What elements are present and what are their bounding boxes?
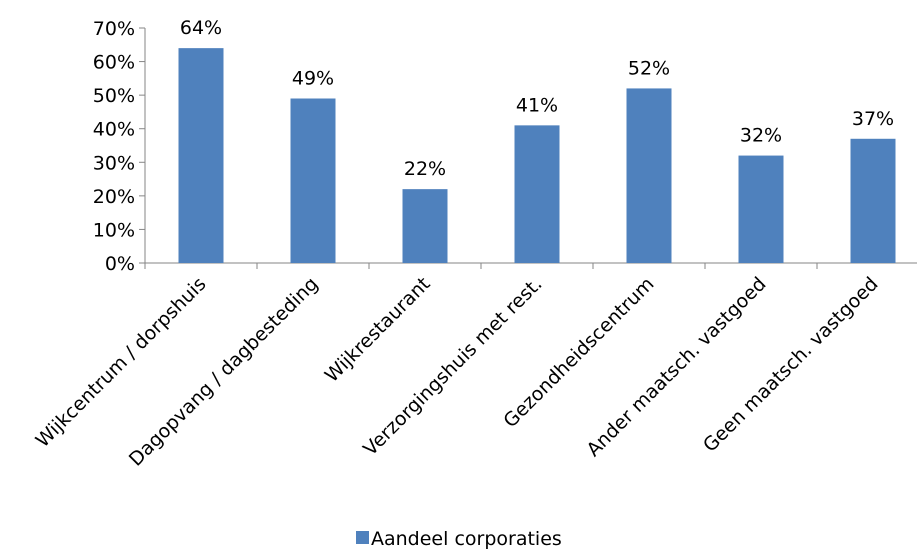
bar <box>178 48 224 264</box>
y-tick-label: 60% <box>93 52 135 74</box>
bar-value-label: 32% <box>740 125 782 147</box>
bar <box>290 98 336 263</box>
bar <box>738 155 784 263</box>
x-category-label: Verzorgingshuis met rest. <box>359 273 546 460</box>
bar-value-label: 52% <box>628 57 670 79</box>
y-tick-label: 50% <box>93 85 135 107</box>
legend-swatch <box>356 531 369 544</box>
bar <box>626 88 672 263</box>
x-axis <box>144 262 917 269</box>
x-category-label: Ander maatsch. vastgoed <box>582 273 770 461</box>
bar <box>402 189 448 263</box>
bar-value-label: 49% <box>292 68 334 90</box>
bar-value-label: 41% <box>516 94 558 116</box>
y-tick-label: 70% <box>93 18 135 40</box>
legend-label: Aandeel corporaties <box>371 528 562 550</box>
y-tick-label: 10% <box>93 219 135 241</box>
x-category-label: Dagopvang / dagbesteding <box>125 273 323 471</box>
bar <box>850 138 896 263</box>
bar-series <box>178 48 896 264</box>
x-category-label: Wijkrestaurant <box>321 273 435 387</box>
bar-value-label: 64% <box>180 17 222 39</box>
bar-value-label: 37% <box>852 108 894 130</box>
bar <box>514 125 560 263</box>
y-tick-label: 30% <box>93 152 135 174</box>
bar-value-label: 22% <box>404 158 446 180</box>
y-tick-label: 0% <box>105 253 135 275</box>
y-axis: 0% 10% 20% 30% 40% 50% 60% 70% <box>93 18 146 275</box>
legend: Aandeel corporaties <box>356 528 562 550</box>
y-tick-label: 20% <box>93 186 135 208</box>
y-tick-label: 40% <box>93 119 135 141</box>
data-labels: 64% 49% 22% 41% 52% 32% 37% <box>180 17 894 180</box>
